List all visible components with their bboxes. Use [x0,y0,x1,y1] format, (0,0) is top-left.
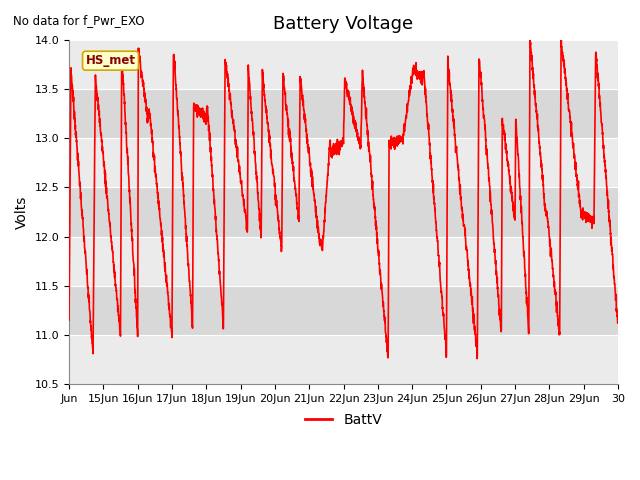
Bar [69,286,618,335]
Title: Battery Voltage: Battery Voltage [273,15,413,33]
Text: HS_met: HS_met [86,54,136,67]
Y-axis label: Volts: Volts [15,195,29,229]
Text: No data for f_Pwr_EXO: No data for f_Pwr_EXO [13,14,144,27]
Bar [69,89,618,138]
Legend: BattV: BattV [299,407,388,432]
Bar [69,188,618,237]
